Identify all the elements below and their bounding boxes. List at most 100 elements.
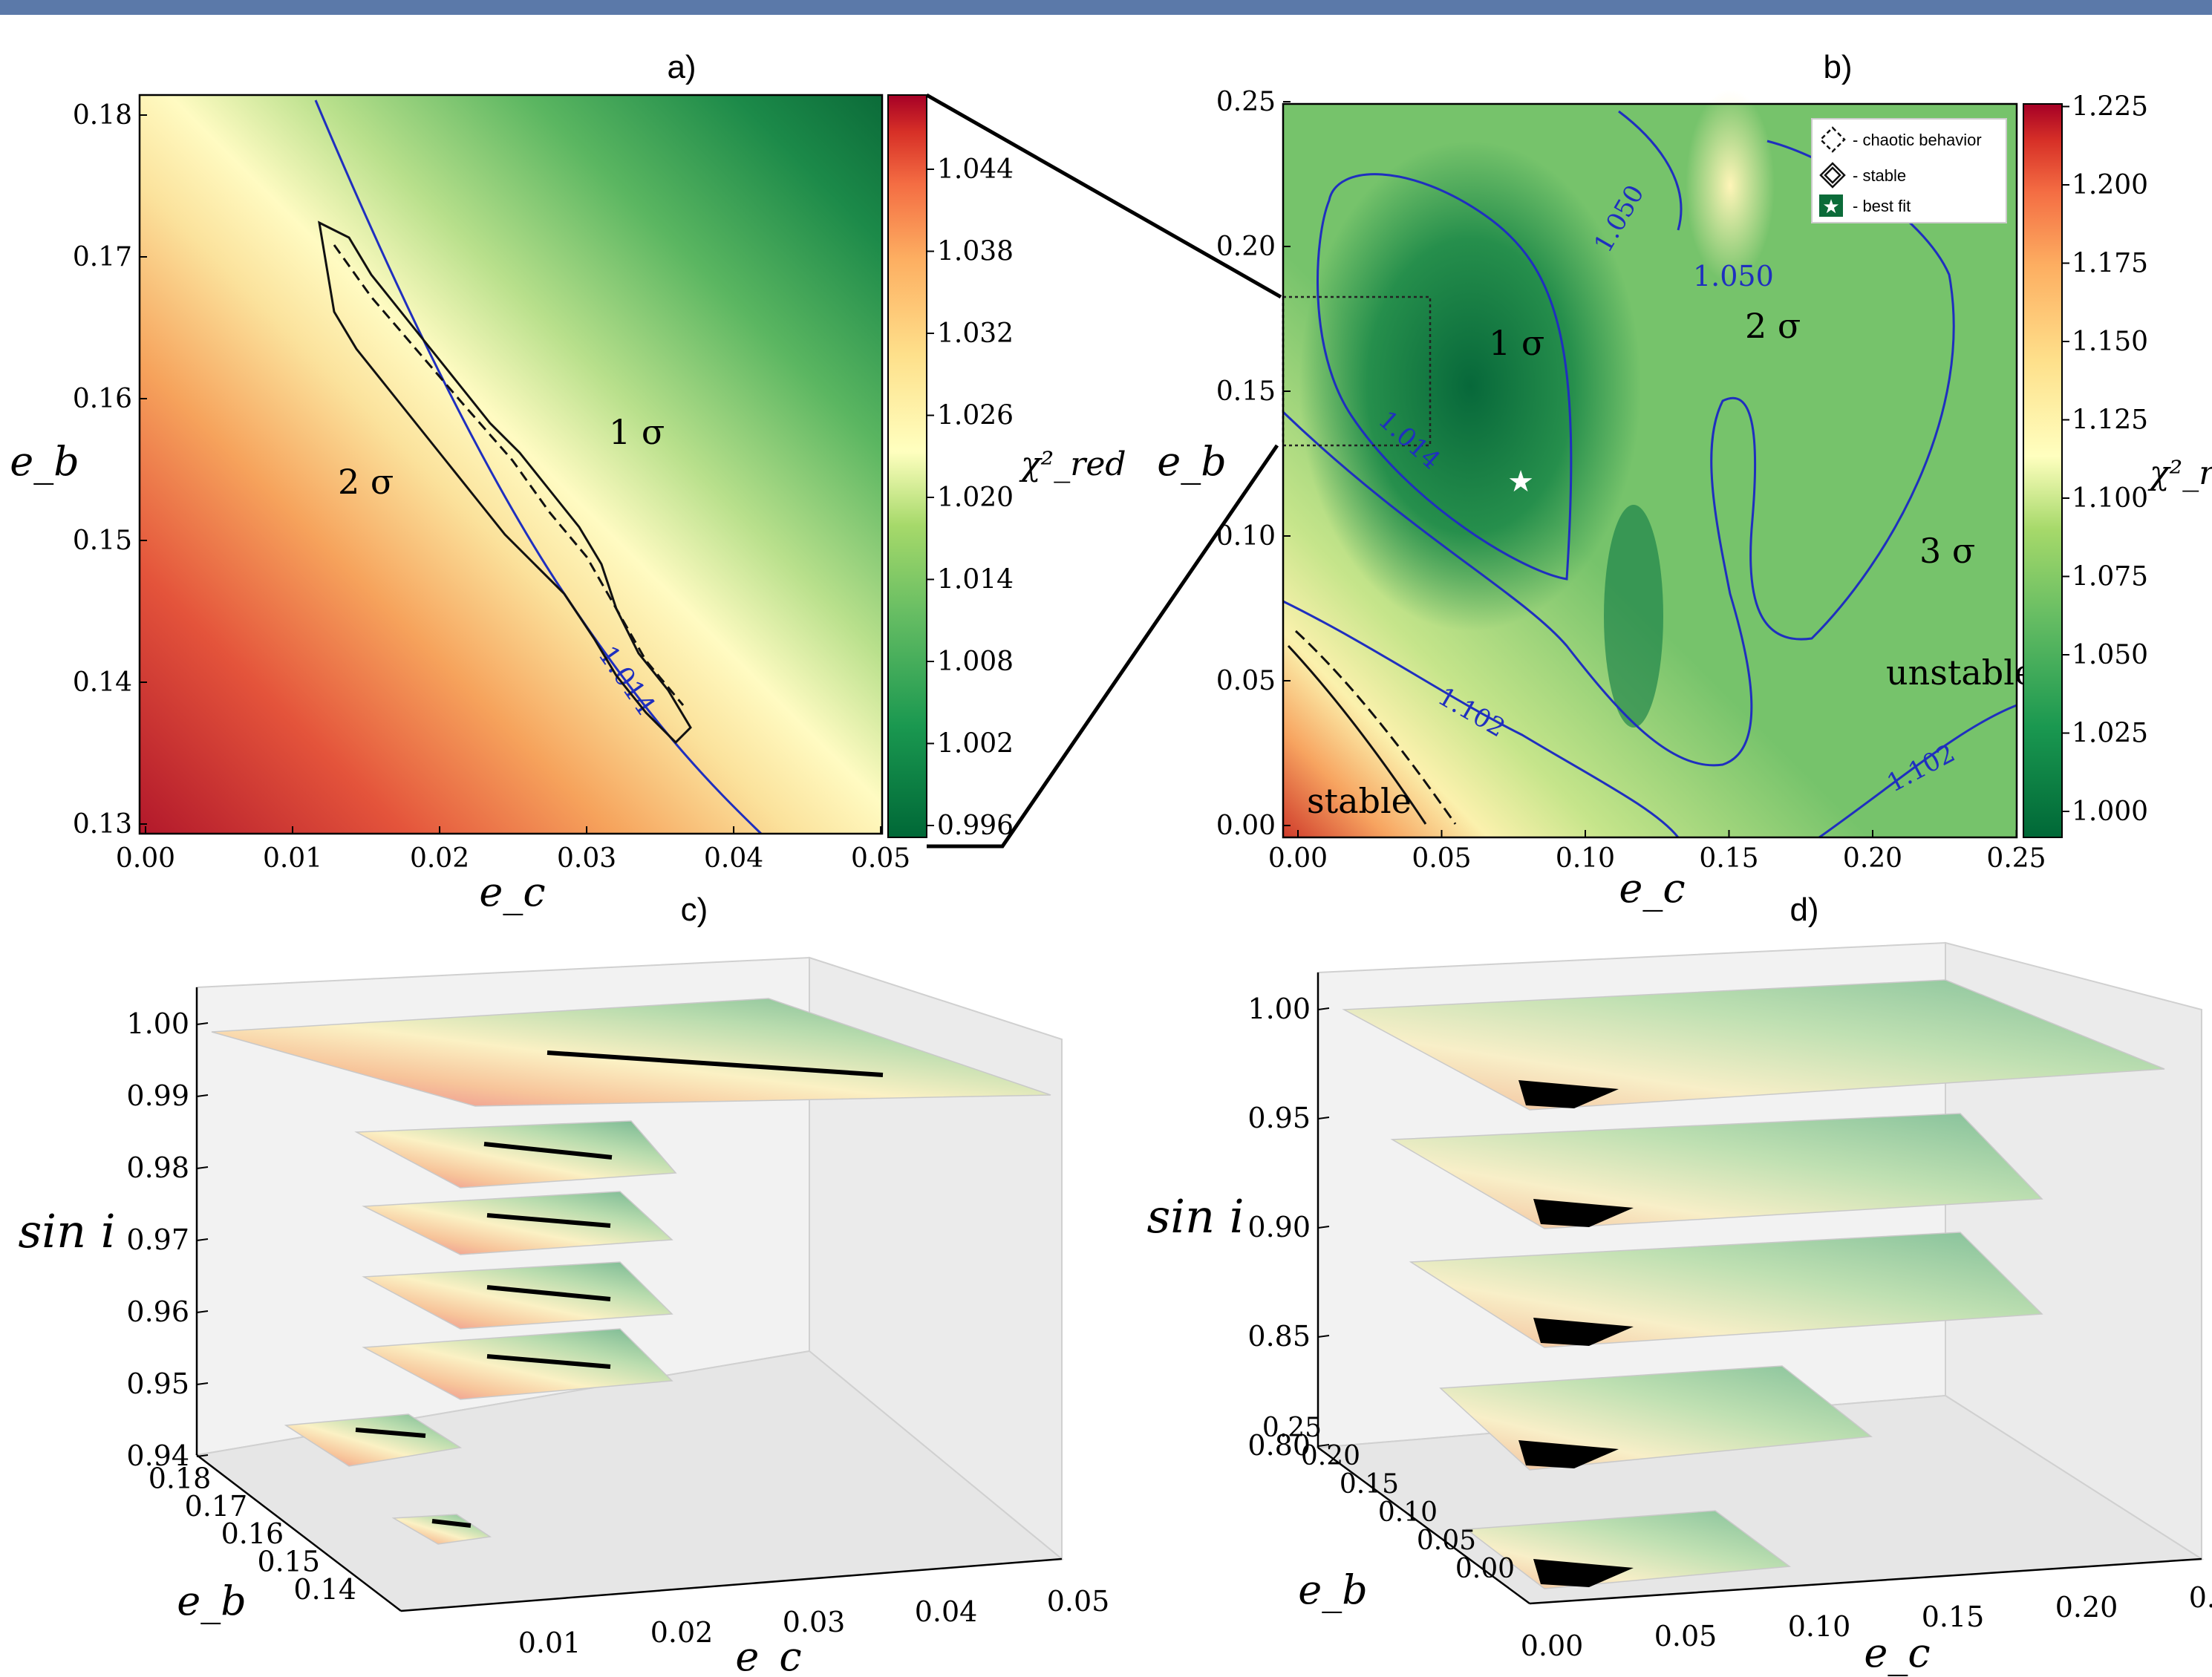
panel-b-x-tick-label: 0.15 — [1699, 843, 1758, 874]
panel-a-region-1sigma: 1 σ — [609, 412, 665, 452]
legend-best-fit-swatch — [1819, 194, 1843, 217]
panel-d-slice — [1390, 1113, 2043, 1229]
panel-d-z-ticks: 0.80 0.85 0.90 0.95 1.00 — [1247, 993, 1330, 1462]
panel-a-colorbar-tick-label: 1.020 — [937, 483, 1014, 513]
panel-a-y-tick-label: 0.18 — [73, 100, 132, 131]
panel-d-x-tick-label: 0.10 — [1788, 1610, 1851, 1643]
panel-d-y-tick-label: 0.00 — [1455, 1554, 1515, 1584]
panel-b-title: b) — [1823, 49, 1852, 85]
panel-c-x-ticks: 0.01 0.02 0.03 0.04 0.05 — [518, 1585, 1110, 1659]
panel-c-x-tick-label: 0.03 — [783, 1606, 846, 1638]
panel-a-x-tick-label: 0.05 — [851, 843, 910, 874]
panel-d-zlabel: sin i — [1146, 1189, 1244, 1243]
panel-b-ylabel: e_b — [1157, 438, 1227, 485]
panel-c-z-tick-label: 1.00 — [126, 1007, 189, 1040]
panel-d-z-tick-label: 0.85 — [1247, 1320, 1311, 1353]
panel-b-x-tick-label: 0.10 — [1556, 843, 1615, 874]
legend-chaotic-icon — [1819, 126, 1846, 153]
panel-c: c) 0.94 0.95 0.96 0.97 0.98 0.99 1.00 0.140.15… — [18, 892, 1109, 1677]
panel-c-y-tick-label: 0.18 — [149, 1462, 212, 1494]
panel-b-colorbar-tick-label: 1.100 — [2072, 483, 2148, 514]
panel-a-x-tick-label: 0.03 — [557, 843, 616, 874]
panel-c-slice — [284, 1413, 463, 1467]
panel-a-y-tick-label: 0.17 — [73, 242, 132, 272]
panel-d-z-tick-label: 0.95 — [1247, 1102, 1311, 1134]
panel-c-stable-region — [486, 1213, 611, 1228]
panel-b-colorbar-tick-label: 1.200 — [2072, 170, 2148, 200]
panel-b-contour-label-3: 1.050 — [1693, 260, 1774, 292]
panel-c-z-tick-label: 0.97 — [126, 1223, 189, 1256]
panel-a-xlabel: e_c — [479, 869, 545, 915]
panel-a-title: a) — [667, 49, 696, 85]
panel-c-y-tick-label: 0.17 — [185, 1490, 248, 1523]
panel-a-colorbar-label: χ²_red — [1019, 445, 1126, 483]
panel-b-contour-upper — [1618, 110, 1683, 231]
panel-d-x-tick-label: 0.00 — [1521, 1629, 1584, 1662]
panel-a-colorbar-tick-label: 1.032 — [937, 318, 1014, 349]
panel-b-y-tick-label: 0.15 — [1216, 376, 1276, 407]
panel-b-stability-solid — [1287, 644, 1427, 825]
panel-b-contour-2sigma — [1282, 140, 1955, 767]
panel-c-stable-region — [431, 1519, 472, 1528]
panel-b-y-tick-label: 0.10 — [1216, 521, 1276, 552]
panel-c-stable-region — [547, 1050, 884, 1077]
panel-c-slice — [362, 1328, 673, 1400]
panel-a-colorbar-tick-label: 1.038 — [937, 237, 1014, 267]
panel-b-x-tick-label: 0.00 — [1268, 843, 1328, 874]
panel-c-slice — [362, 1191, 673, 1255]
panel-a-ylabel: e_b — [10, 438, 79, 485]
panel-b-x-tick-label: 0.20 — [1843, 843, 1902, 874]
panel-c-z-tick-label: 0.95 — [126, 1367, 189, 1400]
panel-b-colorbar-tick-label: 1.075 — [2072, 562, 2148, 592]
panel-a-contour-line — [314, 99, 763, 835]
panel-c-y-tick-label: 0.15 — [257, 1546, 320, 1578]
panel-b-dark-streak — [1604, 505, 1663, 728]
panel-b-y-tick-label: 0.20 — [1216, 232, 1276, 262]
panel-d-x-tick-label: 0.15 — [1922, 1601, 1985, 1633]
panel-b-region-stable: stable — [1307, 781, 1412, 821]
panel-d-z-tick-mark — [1317, 1444, 1330, 1447]
panel-b-colorbar-tick-label: 1.025 — [2072, 719, 2148, 749]
panel-b-1sigma-fill — [1299, 141, 1641, 631]
panel-c-z-tick-mark — [196, 1166, 209, 1169]
panel-d-title: d) — [1789, 892, 1818, 928]
panel-b-x-tick-label: 0.25 — [1986, 843, 2046, 874]
panel-d-z-tick-mark — [1317, 1007, 1330, 1010]
panel-b-colorbar-tick-label: 1.125 — [2072, 405, 2148, 436]
panel-a-colorbar — [887, 94, 927, 838]
panel-d-y-tick-label: 0.10 — [1378, 1497, 1438, 1528]
panel-c-z-tick-label: 0.99 — [126, 1079, 189, 1112]
panel-a-colorbar-tick-label: 0.996 — [937, 811, 1014, 841]
panel-a-y-tick-label: 0.13 — [73, 809, 132, 840]
panel-a-colorbar-ticks: 0.996 1.002 1.008 1.014 1.020 1.026 1.032 1.038… — [927, 154, 1014, 841]
panel-c-z-tick-mark — [196, 1310, 209, 1313]
panel-c-y-tick-label: 0.14 — [293, 1573, 356, 1606]
legend-best-fit-label: - best fit — [1853, 197, 1911, 215]
panel-b-region-2sigma: 2 σ — [1745, 306, 1801, 346]
panel-d-y-tick-label: 0.25 — [1262, 1413, 1322, 1443]
legend-stable-icon — [1819, 162, 1846, 189]
panel-b-colorbar-tick-label: 1.050 — [2072, 640, 2148, 670]
panel-a-colorbar-tick-label: 1.026 — [937, 401, 1014, 431]
panel-c-x-axis — [400, 1557, 1063, 1612]
panel-b-y-tick-label: 0.00 — [1216, 811, 1276, 841]
panel-a-y-ticks: 0.13 0.14 0.15 0.16 0.17 0.18 — [73, 100, 147, 840]
panel-c-stable-region — [355, 1428, 426, 1438]
panel-c-slices — [211, 998, 1051, 1545]
panel-b-legend: - chaotic behavior - stable ★ - best fit — [1811, 118, 2007, 223]
panel-c-ylabel: e_b — [177, 1578, 247, 1624]
panel-d-z-tick-mark — [1317, 1117, 1330, 1119]
panel-d-x-tick-label: 0.05 — [1654, 1620, 1717, 1653]
panel-c-slice — [391, 1514, 492, 1545]
panel-b-colorbar — [2023, 103, 2063, 838]
panel-a-y-tick-label: 0.16 — [73, 384, 132, 414]
panel-a-colorbar-tick-label: 1.008 — [937, 647, 1014, 677]
panel-d-y-axis — [1317, 1446, 1530, 1605]
panel-d-slice — [1342, 979, 2165, 1111]
panel-a-x-ticks: 0.00 0.01 0.02 0.03 0.04 0.05 — [116, 826, 910, 874]
header-bar — [0, 0, 2212, 15]
panel-b-region-3sigma: 3 σ — [1919, 531, 1975, 571]
panel-a-region-2sigma: 2 σ — [338, 462, 394, 502]
panel-a-y-tick-label: 0.15 — [73, 526, 132, 556]
panel-b-frame — [1282, 102, 2018, 839]
